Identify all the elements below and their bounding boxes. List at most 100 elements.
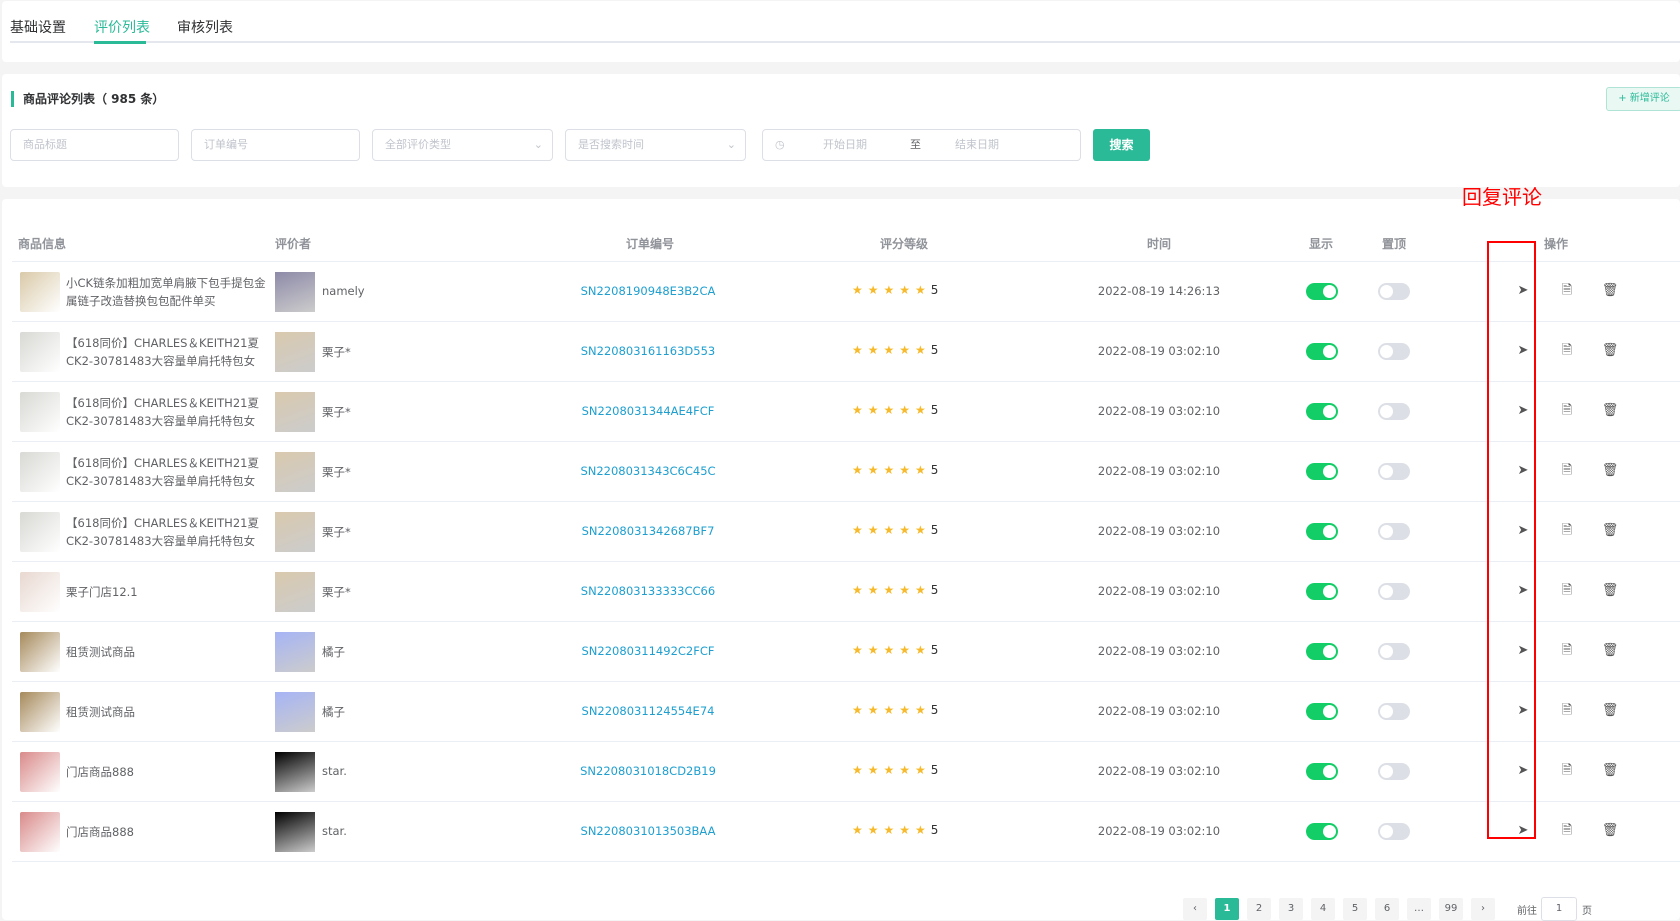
pin-toggle[interactable] — [1378, 823, 1410, 840]
page-button[interactable]: 6 — [1375, 898, 1399, 920]
file-add-icon[interactable]: 🗎 — [1561, 703, 1573, 718]
trash-icon[interactable]: 🗑 — [1601, 583, 1619, 598]
start-date-input[interactable]: 开始日期 — [823, 138, 867, 151]
col-product: 商品信息 — [18, 237, 67, 251]
order-number-link[interactable]: SN2208031344AE4FCF — [581, 404, 715, 418]
show-toggle[interactable] — [1306, 703, 1338, 720]
file-add-icon[interactable]: 🗎 — [1561, 403, 1573, 418]
toggle-knob — [1323, 645, 1336, 658]
reply-send-icon[interactable]: ➤ — [1517, 823, 1529, 838]
trash-icon[interactable]: 🗑 — [1601, 763, 1619, 778]
search-button[interactable]: 搜索 — [1093, 129, 1150, 161]
trash-icon[interactable]: 🗑 — [1601, 463, 1619, 478]
page-button[interactable]: 5 — [1343, 898, 1367, 920]
pin-toggle[interactable] — [1378, 463, 1410, 480]
prev-page-button[interactable]: ‹ — [1183, 898, 1207, 920]
pin-toggle[interactable] — [1378, 403, 1410, 420]
page-button[interactable]: 99 — [1439, 898, 1463, 920]
order-no-input[interactable]: 订单编号 — [191, 129, 360, 161]
reply-send-icon[interactable]: ➤ — [1517, 703, 1529, 718]
col-rating: 评分等级 — [880, 237, 929, 251]
tab-basic-settings[interactable]: 基础设置 — [10, 20, 66, 36]
reply-send-icon[interactable]: ➤ — [1517, 343, 1529, 358]
order-number-link[interactable]: SN2208031342687BF7 — [581, 524, 715, 538]
file-add-icon[interactable]: 🗎 — [1561, 343, 1573, 358]
page-button[interactable]: 3 — [1279, 898, 1303, 920]
next-page-button[interactable]: › — [1471, 898, 1495, 920]
add-review-button[interactable]: + 新增评论 — [1606, 87, 1680, 111]
reply-send-icon[interactable]: ➤ — [1517, 283, 1529, 298]
product-image — [20, 332, 60, 372]
goto-page-input[interactable]: 1 — [1541, 897, 1577, 921]
file-add-icon[interactable]: 🗎 — [1561, 283, 1573, 298]
page-button[interactable]: … — [1407, 898, 1431, 920]
toggle-knob — [1323, 345, 1336, 358]
pin-toggle[interactable] — [1378, 343, 1410, 360]
rating-stars: ★★★★★5 — [852, 463, 938, 477]
product-title-input[interactable]: 商品标题 — [10, 129, 179, 161]
show-toggle[interactable] — [1306, 583, 1338, 600]
toggle-knob — [1323, 525, 1336, 538]
trash-icon[interactable]: 🗑 — [1601, 703, 1619, 718]
review-time: 2022-08-19 03:02:10 — [1097, 764, 1221, 778]
trash-icon[interactable]: 🗑 — [1601, 823, 1619, 838]
pin-toggle[interactable] — [1378, 763, 1410, 780]
file-add-icon[interactable]: 🗎 — [1561, 643, 1573, 658]
review-time: 2022-08-19 03:02:10 — [1097, 824, 1221, 838]
reply-send-icon[interactable]: ➤ — [1517, 643, 1529, 658]
pin-toggle[interactable] — [1378, 703, 1410, 720]
star-icons: ★★★★★ — [852, 823, 931, 837]
show-toggle[interactable] — [1306, 523, 1338, 540]
pin-toggle[interactable] — [1378, 523, 1410, 540]
star-icons: ★★★★★ — [852, 283, 931, 297]
page-button[interactable]: 4 — [1311, 898, 1335, 920]
pin-toggle[interactable] — [1378, 643, 1410, 660]
date-range-picker[interactable]: ◷ 开始日期 至 结束日期 — [762, 129, 1081, 161]
show-toggle[interactable] — [1306, 823, 1338, 840]
reply-send-icon[interactable]: ➤ — [1517, 763, 1529, 778]
order-number-link[interactable]: SN2208031124554E74 — [581, 704, 715, 718]
file-add-icon[interactable]: 🗎 — [1561, 583, 1573, 598]
order-number-link[interactable]: SN2208031018CD2B19 — [580, 764, 716, 778]
rating-stars: ★★★★★5 — [852, 283, 938, 297]
show-toggle[interactable] — [1306, 763, 1338, 780]
tab-audit-list[interactable]: 审核列表 — [177, 20, 233, 36]
page-button[interactable]: 2 — [1247, 898, 1271, 920]
show-toggle[interactable] — [1306, 283, 1338, 300]
review-type-select[interactable]: 全部评价类型 ⌄ — [372, 129, 553, 161]
reviewer-avatar — [275, 272, 315, 312]
order-number-link[interactable]: SN2208190948E3B2CA — [580, 284, 716, 298]
show-toggle[interactable] — [1306, 463, 1338, 480]
file-add-icon[interactable]: 🗎 — [1561, 823, 1573, 838]
product-name: 门店商品888 — [66, 765, 134, 779]
show-toggle[interactable] — [1306, 343, 1338, 360]
search-time-select[interactable]: 是否搜索时间 ⌄ — [565, 129, 746, 161]
star-icons: ★★★★★ — [852, 343, 931, 357]
rating-stars: ★★★★★5 — [852, 643, 938, 657]
reply-send-icon[interactable]: ➤ — [1517, 523, 1529, 538]
pin-toggle[interactable] — [1378, 583, 1410, 600]
trash-icon[interactable]: 🗑 — [1601, 523, 1619, 538]
order-number-link[interactable]: SN220803133333CC66 — [580, 584, 716, 598]
order-number-link[interactable]: SN22080311492C2FCF — [581, 644, 715, 658]
trash-icon[interactable]: 🗑 — [1601, 643, 1619, 658]
product-name: 【618同价】CHARLES＆KEITH21夏CK2-30781483大容量单肩… — [66, 336, 259, 368]
order-number-link[interactable]: SN2208031343C6C45C — [580, 464, 716, 478]
file-add-icon[interactable]: 🗎 — [1561, 463, 1573, 478]
page-button[interactable]: 1 — [1215, 898, 1239, 920]
file-add-icon[interactable]: 🗎 — [1561, 523, 1573, 538]
tab-review-list[interactable]: 评价列表 — [94, 20, 150, 36]
reply-send-icon[interactable]: ➤ — [1517, 583, 1529, 598]
trash-icon[interactable]: 🗑 — [1601, 283, 1619, 298]
reply-send-icon[interactable]: ➤ — [1517, 463, 1529, 478]
end-date-input[interactable]: 结束日期 — [955, 138, 999, 151]
file-add-icon[interactable]: 🗎 — [1561, 763, 1573, 778]
trash-icon[interactable]: 🗑 — [1601, 343, 1619, 358]
show-toggle[interactable] — [1306, 403, 1338, 420]
reply-send-icon[interactable]: ➤ — [1517, 403, 1529, 418]
order-number-link[interactable]: SN220803161163D553 — [580, 344, 716, 358]
trash-icon[interactable]: 🗑 — [1601, 403, 1619, 418]
pin-toggle[interactable] — [1378, 283, 1410, 300]
show-toggle[interactable] — [1306, 643, 1338, 660]
order-number-link[interactable]: SN2208031013503BAA — [580, 824, 716, 838]
